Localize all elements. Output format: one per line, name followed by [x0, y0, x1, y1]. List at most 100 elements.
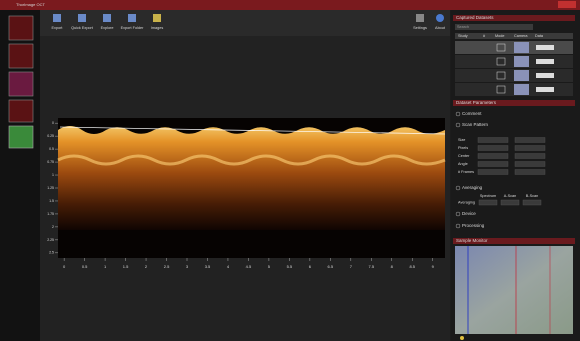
field-input[interactable]: [514, 137, 546, 143]
x-tick-label: 9: [432, 264, 435, 269]
toolbar-label: Export Folder: [121, 26, 145, 30]
close-button[interactable]: [558, 1, 576, 8]
toolbar-label: Images: [151, 26, 164, 30]
section-toggle[interactable]: [455, 122, 461, 128]
y-tick-label: 0: [52, 121, 54, 125]
tissue-layer: [58, 126, 445, 230]
section-label: Comment: [462, 111, 482, 116]
toolbar-icon[interactable]: [416, 14, 424, 22]
toolbar-icon[interactable]: [103, 14, 111, 22]
toolbar-icon[interactable]: [436, 14, 444, 22]
data-thumb: [536, 87, 554, 92]
y-tick-label: 2.25: [47, 238, 54, 242]
y-tick-label: 1.75: [47, 212, 54, 216]
camera-thumb: [514, 70, 529, 81]
data-thumb: [536, 45, 554, 50]
toolbar-icon[interactable]: [78, 14, 86, 22]
mode-icon: [496, 57, 506, 66]
column-header: Study: [458, 34, 468, 38]
x-tick-label: 0.5: [82, 264, 88, 269]
mode-icon[interactable]: [8, 71, 34, 97]
data-thumb: [536, 73, 554, 78]
mode-icon: [496, 43, 506, 52]
mode-icon: [496, 71, 506, 80]
x-tick-label: 5: [268, 264, 271, 269]
sample-monitor-image: [455, 246, 573, 334]
mode-icon[interactable]: [8, 125, 34, 149]
panel-title: Sample Monitor: [456, 238, 488, 243]
field-label: Pixels: [458, 146, 468, 150]
field-input[interactable]: [478, 199, 498, 206]
column-label: Spectrum: [480, 194, 496, 198]
x-tick-label: 4: [227, 264, 230, 269]
section-toggle[interactable]: [455, 223, 461, 229]
tissue-boundary: [57, 154, 446, 166]
y-tick-label: 1: [52, 173, 54, 177]
y-tick-label: 1.5: [49, 199, 54, 203]
field-input[interactable]: [514, 161, 546, 167]
toolbar-icon[interactable]: [128, 14, 136, 22]
section-toggle[interactable]: [455, 111, 461, 117]
panel-title: Captured Datasets: [456, 15, 494, 20]
y-tick-label: 0.25: [47, 134, 54, 138]
y-tick-label: 1.25: [47, 186, 54, 190]
mode-icon[interactable]: [8, 43, 34, 69]
field-input[interactable]: [522, 199, 542, 206]
x-tick-label: 6.5: [328, 264, 334, 269]
section-label: Averaging: [462, 185, 483, 190]
field-input[interactable]: [514, 169, 546, 175]
y-tick-label: 0.5: [49, 147, 54, 151]
column-header: #: [483, 34, 486, 38]
x-tick-label: 4.5: [246, 264, 252, 269]
panel-header: [453, 15, 575, 21]
section-label: Processing: [462, 223, 485, 228]
mode-icon: [496, 85, 506, 94]
x-tick-label: 0: [63, 264, 66, 269]
y-tick-label: 0.75: [47, 160, 54, 164]
panel-header: [453, 238, 575, 244]
toolbar-label: Export: [52, 26, 64, 30]
x-tick-label: 6: [309, 264, 312, 269]
field-input[interactable]: [477, 137, 509, 143]
field-input[interactable]: [477, 161, 509, 167]
field-input[interactable]: [477, 153, 509, 159]
section-label: Device: [462, 211, 476, 216]
window-title: ThorImage OCT: [16, 2, 45, 7]
title-bar: [0, 0, 580, 10]
field-input[interactable]: [514, 145, 546, 151]
column-header: Data: [535, 34, 544, 38]
section-toggle[interactable]: [455, 185, 461, 191]
panel-title: Dataset Parameters: [456, 100, 497, 105]
camera-thumb: [514, 56, 529, 67]
toolbar-icon[interactable]: [53, 14, 61, 22]
column-label: B-Scan: [526, 194, 538, 198]
toolbar-icon[interactable]: [153, 14, 161, 22]
field-input[interactable]: [477, 145, 509, 151]
x-tick-label: 1: [104, 264, 107, 269]
x-tick-label: 5.5: [287, 264, 293, 269]
panel-header: [453, 100, 575, 106]
x-tick-label: 2.5: [164, 264, 170, 269]
x-tick-label: 8: [391, 264, 394, 269]
toolbar: [40, 10, 450, 36]
x-tick-label: 2: [145, 264, 148, 269]
y-tick-label: 2: [52, 225, 54, 229]
field-input[interactable]: [477, 169, 509, 175]
toolbar-label: Settings: [413, 26, 427, 30]
search-box[interactable]: [455, 24, 533, 30]
table-header: [455, 33, 573, 39]
status-icon: [460, 336, 464, 340]
section-label: Scan Pattern: [462, 122, 489, 127]
mode-icon[interactable]: [8, 15, 34, 41]
mode-icon[interactable]: [8, 99, 34, 123]
field-label: Size: [458, 138, 465, 142]
field-label: # Frames: [458, 170, 474, 174]
field-input[interactable]: [500, 199, 520, 206]
field-input[interactable]: [514, 153, 546, 159]
field-label: Averaging: [458, 201, 475, 205]
toolbar-label: Explore: [101, 26, 114, 30]
section-toggle[interactable]: [455, 211, 461, 217]
data-thumb: [536, 59, 554, 64]
